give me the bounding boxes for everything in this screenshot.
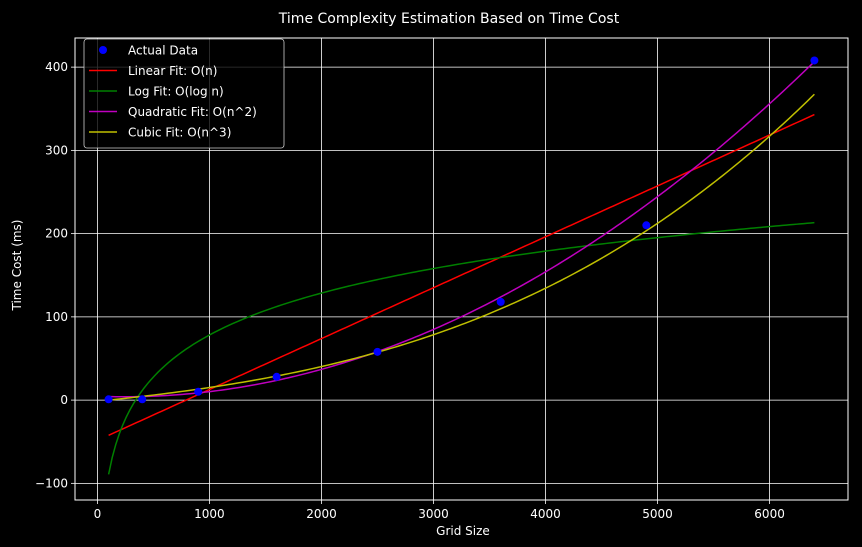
actual-data-point bbox=[272, 372, 281, 381]
y-tick-label: 0 bbox=[60, 393, 68, 407]
linear-fit-line bbox=[108, 113, 815, 436]
y-tick-label: 200 bbox=[45, 227, 68, 241]
quadratic-fit-line bbox=[108, 61, 815, 398]
y-tick-label: 100 bbox=[45, 310, 68, 324]
actual-data-point bbox=[373, 347, 382, 356]
legend-label: Quadratic Fit: O(n^2) bbox=[128, 105, 257, 119]
legend-label: Actual Data bbox=[128, 44, 198, 58]
actual-data-point bbox=[138, 395, 147, 404]
legend-label: Log Fit: O(log n) bbox=[128, 85, 224, 99]
x-axis-label: Grid Size bbox=[436, 524, 490, 538]
plot-area bbox=[107, 61, 815, 475]
legend-label: Linear Fit: O(n) bbox=[128, 64, 217, 78]
actual-data-point bbox=[194, 387, 203, 396]
y-tick-label: 300 bbox=[45, 143, 68, 157]
legend-marker-actual-data bbox=[99, 46, 107, 54]
actual-data-point bbox=[496, 297, 505, 306]
x-tick-label: 2000 bbox=[306, 507, 337, 521]
data-points bbox=[104, 56, 819, 404]
y-tick-label: −100 bbox=[35, 476, 68, 490]
y-axis-label: Time Cost (ms) bbox=[10, 220, 24, 312]
x-tick-label: 5000 bbox=[642, 507, 673, 521]
legend-label: Cubic Fit: O(n^3) bbox=[128, 126, 231, 140]
legend: Actual Data Linear Fit: O(n) Log Fit: O(lo… bbox=[83, 38, 285, 149]
plot-frame bbox=[74, 37, 849, 501]
x-tick-label: 1000 bbox=[194, 507, 225, 521]
x-tick-label: 3000 bbox=[418, 507, 449, 521]
cubic-fit-line bbox=[108, 93, 815, 401]
y-tick-label: 400 bbox=[45, 60, 68, 74]
x-tick-label: 6000 bbox=[754, 507, 785, 521]
x-tick-label: 4000 bbox=[530, 507, 561, 521]
legend-box bbox=[83, 38, 285, 149]
x-tick-label: 0 bbox=[94, 507, 102, 521]
actual-data-point bbox=[642, 221, 651, 230]
chart-title: Time Complexity Estimation Based on Time… bbox=[278, 11, 620, 27]
actual-data-point bbox=[810, 56, 819, 65]
log-fit-line bbox=[107, 221, 815, 475]
actual-data-point bbox=[104, 395, 113, 404]
ticks: 0 1000 2000 3000 4000 5000 6000 −100 0 100 200 300 4… bbox=[35, 60, 785, 521]
